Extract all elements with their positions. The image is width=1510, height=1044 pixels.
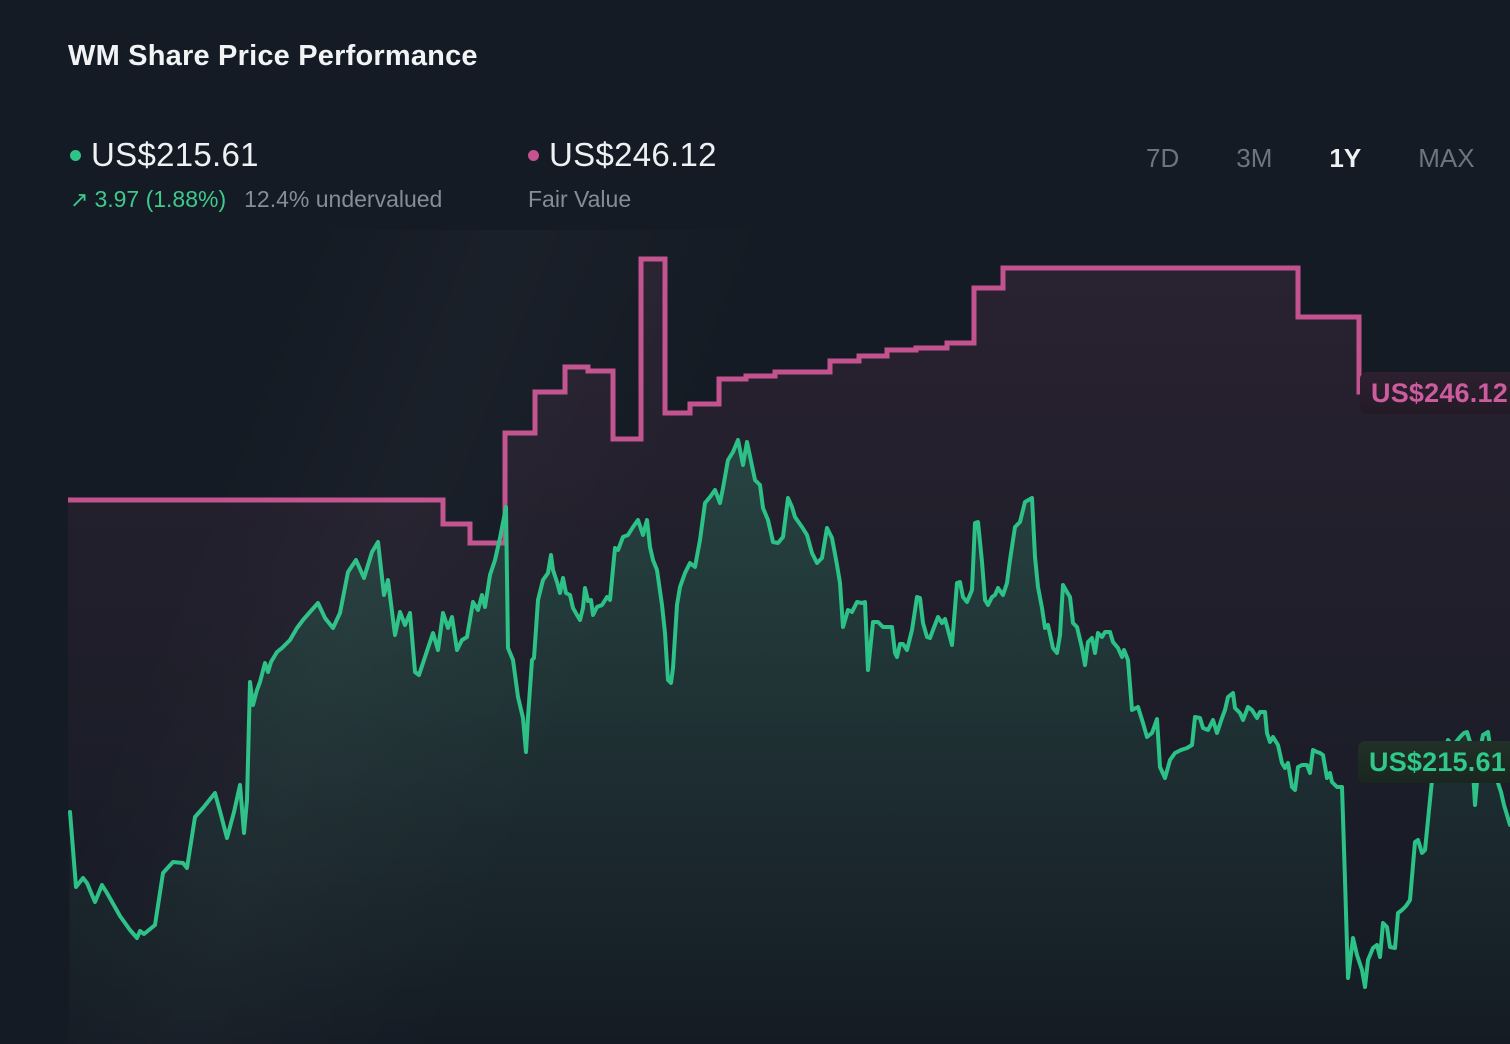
fair-value-value: US$246.12 (549, 136, 717, 173)
page-title: WM Share Price Performance (68, 40, 478, 72)
trend-up-arrow-icon: ↗ (70, 187, 89, 212)
share-price-price-tag: US$215.61 (1358, 741, 1510, 783)
range-option-max[interactable]: MAX (1418, 143, 1475, 173)
share-price-change-value: 3.97 (1.88%) (94, 186, 227, 212)
fair-value-price-tag: US$246.12 (1360, 372, 1510, 414)
fair-value-dot-icon (528, 149, 539, 161)
range-option-1y[interactable]: 1Y (1329, 143, 1362, 173)
share-price-change: ↗ 3.97 (1.88%) (70, 186, 226, 213)
range-option-7d[interactable]: 7D (1146, 143, 1180, 173)
fair-value-main: US$246.12 (528, 133, 717, 177)
share-price-dot-icon (70, 149, 81, 161)
range-option-3m[interactable]: 3M (1236, 143, 1273, 173)
share-price-value: US$215.61 (91, 136, 259, 173)
share-price-sub: ↗ 3.97 (1.88%) 12.4% undervalued (70, 186, 442, 213)
fair-value-line (68, 256, 1510, 546)
fair-value-label: Fair Value (528, 186, 632, 212)
share-price-line (68, 438, 1510, 989)
share-price-metric: US$215.61 ↗ 3.97 (1.88%) 12.4% undervalu… (70, 133, 442, 213)
fair-value-metric: US$246.12 Fair Value (528, 133, 717, 213)
share-price-area (70, 440, 1510, 1044)
fair-value-sub: Fair Value (528, 186, 717, 213)
valuation-status: 12.4% undervalued (244, 186, 443, 212)
time-range-selector: 7D 3M 1Y MAX (1146, 143, 1475, 174)
share-price-main: US$215.61 (70, 133, 442, 177)
